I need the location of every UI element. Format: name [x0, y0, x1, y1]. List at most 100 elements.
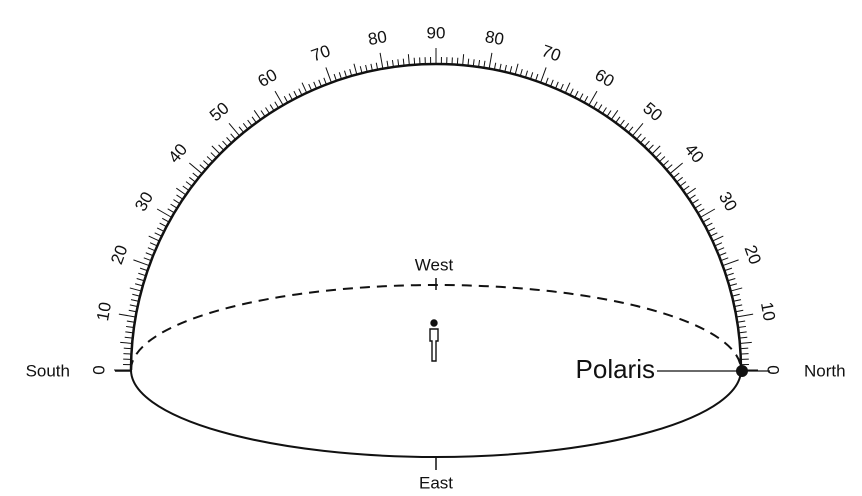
scale-tick — [218, 144, 224, 151]
scale-tick — [138, 272, 146, 276]
scale-tick — [143, 257, 151, 261]
scale-label: 20 — [741, 243, 765, 267]
scale-tick — [176, 194, 183, 200]
scale-tick — [133, 259, 149, 266]
scale-tick — [673, 172, 680, 178]
scale-tick — [145, 252, 153, 256]
scale-tick — [676, 176, 683, 183]
scale-tick — [725, 267, 733, 271]
scale-tick — [597, 104, 603, 111]
scale-label: 0 — [764, 365, 783, 374]
scale-tick — [156, 208, 172, 218]
scale-label: 60 — [255, 65, 281, 91]
scale-tick — [670, 162, 683, 174]
scale-tick — [710, 232, 718, 237]
scale-tick — [663, 160, 669, 166]
scale-tick — [132, 293, 140, 297]
scale-tick — [124, 336, 132, 339]
scale-tick — [149, 242, 157, 246]
scale-tick — [560, 83, 564, 91]
scale-tick — [182, 185, 189, 191]
scale-tick — [265, 107, 270, 114]
scale-tick — [666, 164, 673, 170]
scale-tick — [564, 82, 571, 93]
scale-tick — [206, 156, 213, 162]
scale-tick — [173, 199, 180, 204]
scale-tick — [583, 96, 589, 103]
scale-tick — [156, 227, 164, 232]
scale-tick — [736, 309, 744, 313]
scale-tick — [686, 187, 696, 195]
scale-tick — [269, 104, 275, 111]
scale-tick — [514, 63, 519, 75]
scale-tick — [253, 110, 261, 120]
scale-tick — [719, 252, 727, 256]
scale-tick — [128, 309, 136, 313]
scale-tick — [644, 140, 650, 147]
scale-tick — [728, 278, 736, 282]
scale-tick — [162, 217, 169, 223]
north-label: North — [804, 361, 846, 380]
scale-tick — [353, 63, 358, 75]
scale-label: 60 — [592, 65, 618, 91]
scale-tick — [274, 101, 279, 108]
scale-label: 10 — [757, 301, 779, 323]
scale-tick — [738, 325, 747, 328]
scale-label: 20 — [107, 243, 131, 267]
scale-tick — [726, 272, 734, 276]
scale-tick — [125, 325, 134, 328]
scale-tick — [402, 58, 405, 66]
scale-tick — [154, 232, 162, 237]
scale-tick — [293, 90, 298, 98]
scale-tick — [125, 331, 133, 334]
scale-tick — [147, 247, 155, 251]
scale-tick — [222, 140, 228, 147]
scale-tick — [365, 64, 368, 72]
east-label: East — [419, 473, 453, 492]
scale-tick — [120, 341, 132, 344]
scale-tick — [740, 336, 748, 339]
scale-tick — [550, 79, 554, 87]
scale-tick — [652, 145, 661, 154]
scale-tick — [705, 222, 713, 227]
scale-tick — [136, 278, 144, 282]
scale-tick — [708, 227, 716, 232]
scale-label: 40 — [681, 140, 708, 167]
scale-tick — [211, 145, 220, 154]
scale-tick — [349, 68, 353, 76]
scale-tick — [251, 116, 257, 123]
scale-tick — [493, 62, 497, 70]
scale-tick — [301, 82, 308, 93]
scale-tick — [260, 110, 266, 117]
south-label: South — [26, 361, 70, 380]
scale-tick — [504, 64, 507, 72]
scale-tick — [462, 54, 465, 66]
scale-tick — [588, 90, 598, 106]
scale-tick — [519, 68, 523, 76]
scale-tick — [313, 81, 317, 89]
scale-tick — [185, 181, 192, 187]
scale-tick — [483, 60, 486, 68]
scale-tick — [338, 72, 342, 80]
scale-tick — [129, 304, 137, 307]
scale-label: 0 — [89, 365, 108, 374]
scale-tick — [628, 126, 634, 133]
scale-tick — [126, 320, 134, 323]
scale-tick — [139, 267, 147, 271]
scale-tick — [499, 63, 502, 71]
scale-tick — [118, 313, 135, 318]
scale-tick — [535, 73, 539, 81]
scale-tick — [488, 52, 493, 69]
scale-tick — [308, 83, 312, 91]
scale-tick — [228, 123, 240, 136]
scale-tick — [602, 107, 607, 114]
scale-tick — [397, 59, 400, 67]
scale-tick — [640, 137, 646, 143]
polaris-dot — [736, 365, 748, 377]
scale-tick — [623, 123, 630, 130]
scale-tick — [407, 54, 410, 66]
scale-label: 70 — [309, 41, 333, 65]
scale-tick — [698, 208, 705, 213]
scale-tick — [731, 287, 743, 292]
scale-tick — [230, 133, 236, 140]
